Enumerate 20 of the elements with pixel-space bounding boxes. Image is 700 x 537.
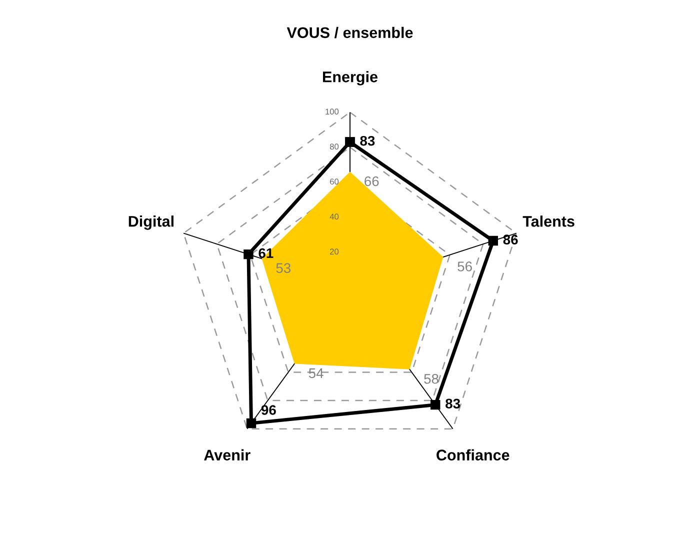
spoke-label: Talents [522, 216, 574, 227]
spoke-label: Energie [323, 71, 378, 86]
data-label: 66 [364, 176, 379, 186]
chart-title: VOUS / ensemble [286, 26, 413, 38]
data-label: 56 [458, 262, 472, 272]
data-label: 86 [503, 234, 518, 245]
data-label: 58 [424, 374, 438, 384]
y-tick-label: 80 [330, 144, 339, 150]
data-label: 54 [308, 368, 324, 378]
data-label: 53 [276, 263, 291, 273]
spoke-label: Confiance [436, 449, 510, 461]
y-tick-label: 20 [330, 248, 339, 255]
y-tick-label: 60 [330, 178, 339, 185]
data-label: 83 [360, 136, 375, 146]
spoke-label: Avenir [204, 449, 250, 461]
data-label: 83 [446, 398, 460, 409]
data-label: 96 [261, 405, 276, 415]
spoke-label: Digital [128, 216, 174, 230]
y-tick-label: 40 [330, 214, 339, 220]
y-tick-label: 100 [326, 108, 339, 115]
